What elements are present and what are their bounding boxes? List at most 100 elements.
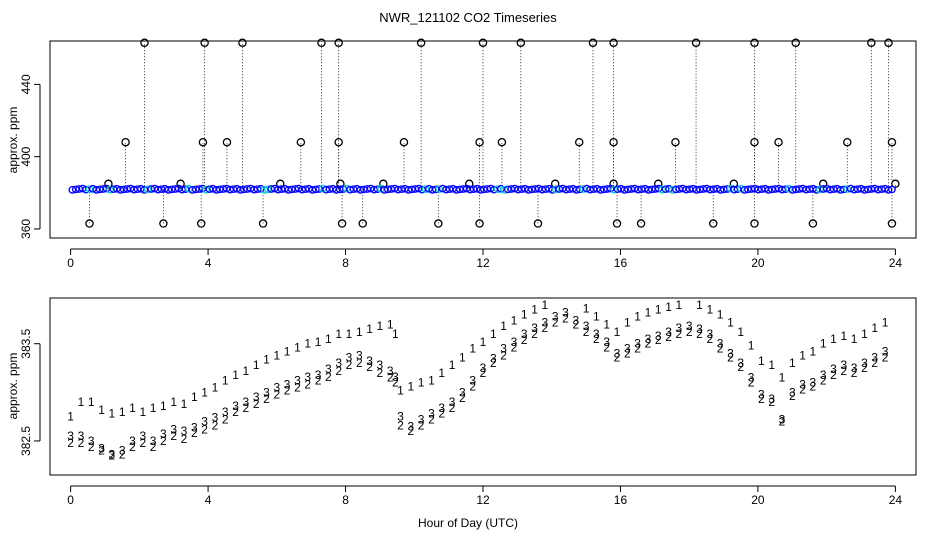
series-2-marker: 2 <box>480 366 487 380</box>
outlier-point <box>750 219 759 228</box>
series-2-marker: 2 <box>706 332 713 346</box>
series-3-marker: 3 <box>861 356 868 370</box>
outlier-point <box>891 179 900 189</box>
series-1-marker: 1 <box>748 339 755 353</box>
series-1-marker: 1 <box>78 395 85 409</box>
series-3-marker: 3 <box>531 321 538 335</box>
series-1-marker: 1 <box>428 374 435 388</box>
series-1-marker: 1 <box>676 298 683 312</box>
series-2-marker: 2 <box>459 391 466 405</box>
series-1-marker: 1 <box>212 380 219 394</box>
outlier-point <box>671 137 680 147</box>
bottom-points: 3213213213213213213213213213213213213213… <box>67 298 888 463</box>
series-2-marker: 2 <box>696 327 703 341</box>
series-3-marker: 3 <box>500 342 507 356</box>
series-1-marker: 1 <box>181 397 188 411</box>
series-3-marker: 3 <box>634 337 641 351</box>
series-1-marker: 1 <box>263 352 270 366</box>
outlier-point <box>121 137 130 147</box>
series-1-marker: 1 <box>170 395 177 409</box>
top-panel: approx. ppm 0 4 8 12 16 20 24 360 400 440 <box>6 38 917 270</box>
series-1-marker: 1 <box>407 380 414 394</box>
series-3-marker: 3 <box>459 385 466 399</box>
series-1-marker: 1 <box>150 401 157 415</box>
series-2-marker: 2 <box>377 366 384 380</box>
series-1-marker: 1 <box>377 319 384 333</box>
series-1-marker: 1 <box>109 407 116 421</box>
series-1-marker: 1 <box>655 303 662 317</box>
outlier-point <box>612 219 622 228</box>
series-3-marker: 3 <box>840 358 847 372</box>
series-2-marker: 2 <box>500 348 507 362</box>
series-1-marker: 1 <box>820 337 827 351</box>
series-2-marker: 2 <box>583 325 590 339</box>
series-3-marker: 3 <box>706 327 713 341</box>
series-1-marker: 1 <box>438 366 445 380</box>
series-1-marker: 1 <box>696 298 703 312</box>
outlier-point <box>140 38 149 48</box>
series-2-marker: 2 <box>273 387 280 401</box>
bottom-x-tick-label: 8 <box>342 493 349 507</box>
series-3-marker: 3 <box>67 429 74 443</box>
outlier-point <box>574 137 584 147</box>
outlier-point <box>478 38 488 48</box>
series-1-marker: 1 <box>160 399 167 413</box>
series-1-marker: 1 <box>531 303 538 317</box>
series-3-marker: 3 <box>407 419 414 433</box>
outlier-point <box>588 38 598 48</box>
series-3-marker: 3 <box>139 429 146 443</box>
series-2-marker: 2 <box>542 321 549 335</box>
outlier-point <box>750 137 759 147</box>
outlier-point <box>434 219 443 228</box>
series-2-marker: 2 <box>263 392 270 406</box>
series-3-marker: 3 <box>284 378 291 392</box>
series-2-marker: 2 <box>356 356 363 370</box>
series-3-marker: 3 <box>160 427 167 441</box>
series-3-marker: 3 <box>480 361 487 375</box>
series-2-marker: 2 <box>294 380 301 394</box>
outlier-point <box>85 219 94 228</box>
top-axes: 0 4 8 12 16 20 24 360 400 440 <box>19 74 902 270</box>
series-3-marker: 3 <box>768 392 775 406</box>
outlier-point <box>791 38 800 48</box>
series-3-marker: 3 <box>181 424 188 438</box>
series-1-marker: 1 <box>480 335 487 349</box>
series-2-marker: 2 <box>407 424 414 438</box>
series-1-marker: 1 <box>139 405 146 419</box>
top-x-tick-label: 8 <box>342 256 349 270</box>
series-3-marker: 3 <box>392 370 399 384</box>
series-2-marker: 2 <box>851 366 858 380</box>
bottom-x-tick-label: 24 <box>889 493 903 507</box>
series-3-marker: 3 <box>418 413 425 427</box>
series-2-marker: 2 <box>418 418 425 432</box>
series-1-marker: 1 <box>871 321 878 335</box>
series-1-marker: 1 <box>98 403 105 417</box>
series-2-marker: 2 <box>717 342 724 356</box>
outlier-point <box>497 137 507 147</box>
series-3-marker: 3 <box>129 434 136 448</box>
series-3-marker: 3 <box>789 385 796 399</box>
series-1-marker: 1 <box>542 298 549 312</box>
outlier-point <box>334 38 343 48</box>
series-2-marker: 2 <box>810 380 817 394</box>
series-1-marker: 1 <box>294 341 301 355</box>
series-3-marker: 3 <box>583 319 590 333</box>
series-3-marker: 3 <box>150 434 157 448</box>
series-3-marker: 3 <box>397 410 404 424</box>
series-2-marker: 2 <box>490 356 497 370</box>
series-1-marker: 1 <box>500 319 507 333</box>
series-2-marker: 2 <box>98 444 105 458</box>
series-2-marker: 2 <box>645 337 652 351</box>
series-1-marker: 1 <box>273 348 280 362</box>
series-2-marker: 2 <box>325 370 332 384</box>
outlier-point <box>884 38 893 48</box>
series-2-marker: 2 <box>335 364 342 378</box>
series-3-marker: 3 <box>851 361 858 375</box>
series-1-marker: 1 <box>325 332 332 346</box>
series-2-marker: 2 <box>181 432 188 446</box>
series-3-marker: 3 <box>119 444 126 458</box>
outlier-point <box>750 38 759 48</box>
series-1-marker: 1 <box>737 325 744 339</box>
series-2-marker: 2 <box>882 350 889 364</box>
series-1-marker: 1 <box>418 376 425 390</box>
